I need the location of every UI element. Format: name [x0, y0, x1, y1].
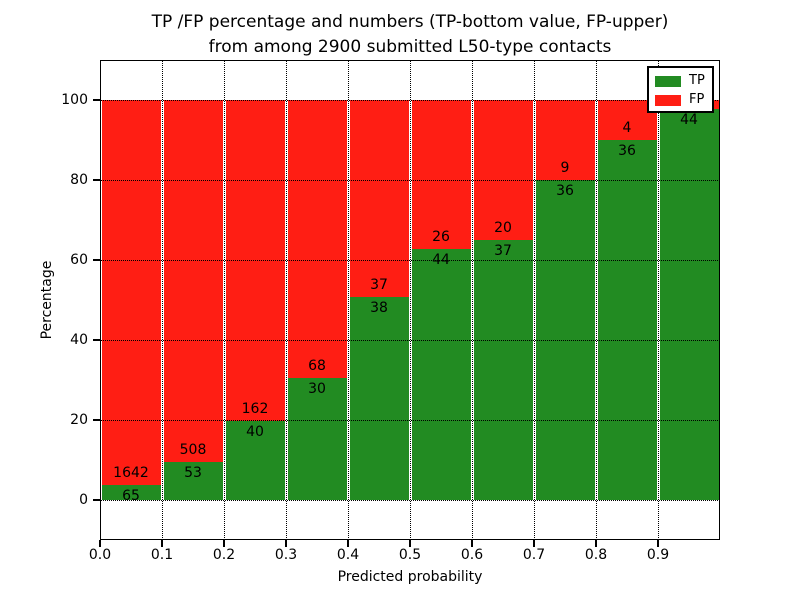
tp-count-label: 36 — [556, 183, 574, 199]
fp-count-label: 20 — [494, 220, 512, 237]
x-tick — [161, 540, 163, 547]
x-tick — [657, 540, 659, 547]
x-tick — [99, 540, 101, 547]
fp-bar-segment — [101, 100, 161, 485]
fp-bar-segment — [411, 100, 471, 249]
tp-count-label: 53 — [184, 465, 202, 482]
y-axis-label: Percentage — [39, 260, 55, 340]
x-gridline — [533, 60, 535, 540]
x-tick — [347, 540, 349, 547]
x-tick-label: 0.3 — [274, 547, 298, 563]
tp-bar-segment — [659, 108, 719, 500]
chart-title: TP /FP percentage and numbers (TP-bottom… — [20, 10, 800, 60]
tp-bar-segment — [163, 462, 223, 500]
chart-title-line2: from among 2900 submitted L50-type conta… — [208, 37, 612, 57]
tp-count-label: 37 — [494, 243, 512, 260]
tp-bar-segment — [473, 240, 533, 500]
chart-title-line1: TP /FP percentage and numbers (TP-bottom… — [151, 12, 669, 32]
y-gridline — [100, 499, 720, 501]
fp-bar-segment — [473, 100, 533, 241]
fp-bar-segment — [349, 100, 409, 298]
tp-count-label: 38 — [370, 300, 388, 317]
x-tick — [533, 540, 535, 547]
fp-count-label: 68 — [308, 357, 326, 374]
x-tick-label: 0.6 — [460, 547, 484, 563]
fp-count-label: 4 — [622, 120, 632, 136]
y-tick — [93, 499, 100, 501]
y-tick — [93, 419, 100, 421]
legend-label-tp: TP — [689, 73, 705, 88]
x-tick-label: 0.7 — [522, 547, 546, 563]
x-gridline — [409, 60, 411, 540]
tp-count-label: 30 — [308, 380, 326, 397]
tp-count-label: 36 — [618, 143, 636, 159]
tp-bar-segment — [101, 484, 161, 500]
y-gridline — [100, 99, 720, 101]
x-gridline — [285, 60, 287, 540]
tp-bar-segment — [349, 297, 409, 500]
fp-count-label: 1642 — [113, 464, 149, 481]
x-tick — [471, 540, 473, 547]
x-tick — [409, 540, 411, 547]
x-gridline — [161, 60, 163, 540]
y-tick — [93, 179, 100, 181]
fp-count-label: 162 — [241, 400, 269, 417]
y-gridline — [100, 259, 720, 261]
fp-bar-segment — [535, 100, 595, 180]
tp-count-label: 44 — [680, 111, 698, 128]
y-tick-label: 80 — [70, 172, 88, 188]
fp-count-label: 508 — [179, 442, 207, 459]
tp-bar-segment — [597, 140, 657, 500]
x-tick-label: 0.1 — [150, 547, 174, 563]
y-tick-label: 20 — [70, 412, 88, 428]
tp-bar-segment — [411, 248, 471, 500]
legend: TP FP — [647, 66, 714, 113]
legend-label-fp: FP — [689, 92, 705, 107]
legend-swatch-tp — [655, 75, 681, 87]
legend-swatch-fp — [655, 94, 681, 106]
x-tick — [595, 540, 597, 547]
x-axis-label: Predicted probability — [337, 569, 483, 585]
legend-item-fp: FP — [655, 92, 712, 108]
x-gridline — [595, 60, 597, 540]
x-gridline — [471, 60, 473, 540]
x-tick-label: 0.0 — [88, 547, 112, 563]
tp-count-label: 65 — [122, 487, 140, 504]
fp-bar-segment — [287, 100, 347, 378]
x-gridline — [657, 60, 659, 540]
fp-bar-segment — [163, 100, 223, 463]
x-tick — [223, 540, 225, 547]
tp-bar-segment — [225, 420, 285, 500]
y-gridline — [100, 419, 720, 421]
y-tick — [93, 99, 100, 101]
fp-count-label: 9 — [560, 160, 570, 176]
y-gridline — [100, 179, 720, 181]
fp-count-label: 37 — [370, 277, 388, 294]
x-tick-label: 0.8 — [584, 547, 608, 563]
y-tick-label: 60 — [70, 252, 88, 268]
x-gridline — [347, 60, 349, 540]
y-tick — [93, 259, 100, 261]
fp-count-label: 26 — [432, 228, 450, 245]
legend-item-tp: TP — [655, 73, 712, 89]
x-tick-label: 0.9 — [646, 547, 670, 563]
x-gridline — [223, 60, 225, 540]
tp-count-label: 40 — [246, 423, 264, 440]
x-tick — [285, 540, 287, 547]
x-tick-label: 0.2 — [212, 547, 236, 563]
fp-bar-segment — [597, 100, 657, 140]
tp-bar-segment — [287, 377, 347, 500]
y-gridline — [100, 339, 720, 341]
y-tick-label: 0 — [79, 492, 88, 508]
y-tick-label: 40 — [70, 332, 88, 348]
x-tick-label: 0.4 — [336, 547, 360, 563]
y-tick-label: 100 — [61, 92, 88, 108]
y-tick — [93, 339, 100, 341]
tp-count-label: 44 — [432, 251, 450, 268]
x-tick-label: 0.5 — [398, 547, 422, 563]
